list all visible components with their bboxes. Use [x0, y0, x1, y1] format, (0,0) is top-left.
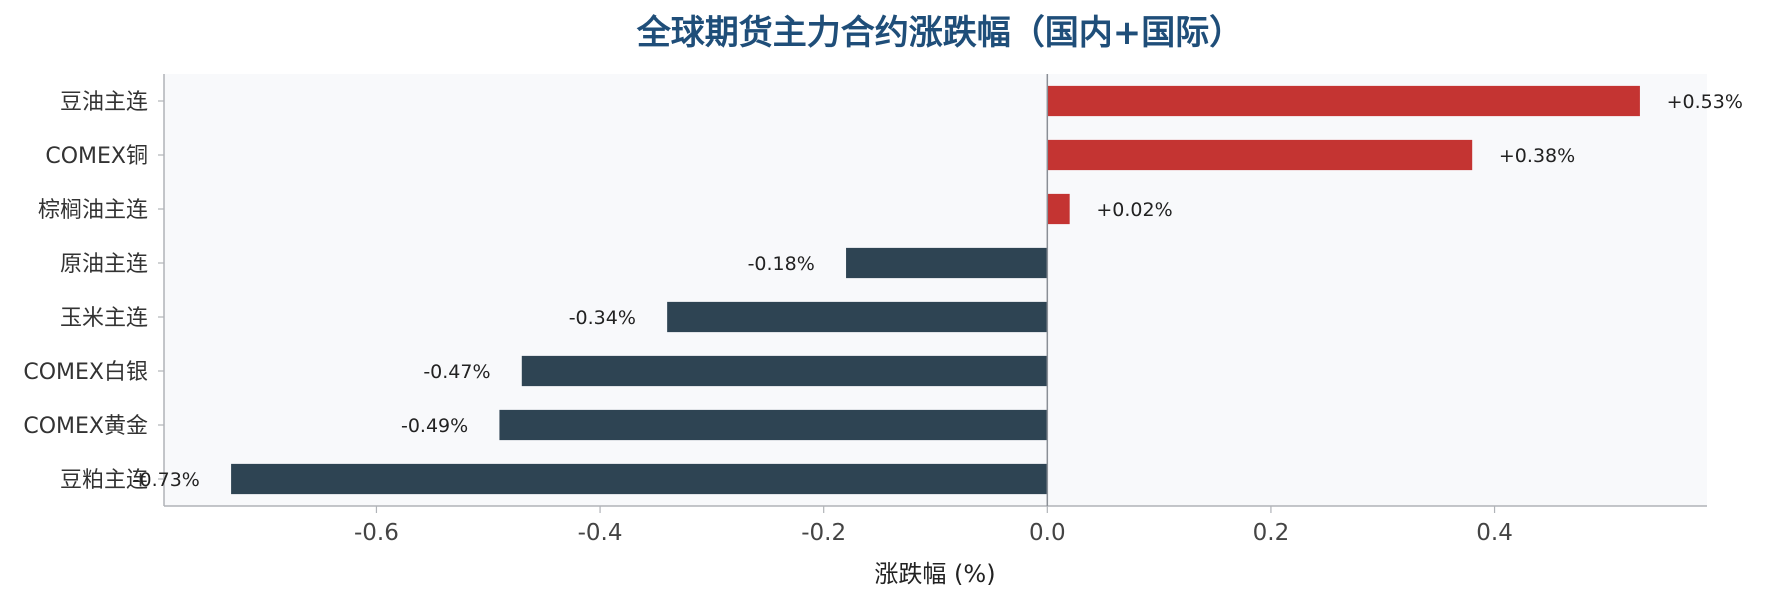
- x-tick-label: -0.6: [354, 520, 399, 546]
- data-label: -0.18%: [748, 253, 815, 275]
- data-label: -0.34%: [569, 307, 636, 329]
- x-tick-label: -0.2: [801, 520, 846, 546]
- bar: [667, 301, 1048, 333]
- data-label: -0.49%: [401, 415, 468, 437]
- category-label: 玉米主连: [60, 306, 148, 331]
- plot-area: [164, 74, 1707, 506]
- category-label: COMEX黄金: [23, 414, 148, 439]
- data-label: -0.47%: [423, 361, 490, 383]
- bar: [846, 247, 1048, 279]
- x-tick-label: -0.4: [578, 520, 623, 546]
- bar: [499, 409, 1048, 441]
- category-label: 原油主连: [60, 252, 148, 277]
- bar: [1047, 139, 1473, 171]
- data-label: +0.02%: [1096, 199, 1172, 221]
- x-tick-label: 0.0: [1029, 520, 1066, 546]
- chart-title: 全球期货主力合约涨跌幅（国内+国际）: [636, 13, 1244, 53]
- x-tick-label: 0.4: [1476, 520, 1513, 546]
- chart-marks: 豆油主连 +0.53% COMEX铜 +0.38% 棕榈油主连 +0.02% 原油主连 -0.…: [23, 74, 1743, 546]
- data-label: -0.73%: [133, 469, 200, 491]
- category-label: COMEX白银: [23, 360, 148, 385]
- x-tick-label: 0.2: [1253, 520, 1290, 546]
- category-label: 豆油主连: [60, 90, 148, 115]
- data-label: +0.53%: [1667, 91, 1743, 113]
- category-label: COMEX铜: [45, 144, 148, 169]
- bar: [231, 463, 1048, 495]
- bar: [1047, 193, 1070, 225]
- bar: [1047, 85, 1640, 117]
- bar: [521, 355, 1048, 387]
- category-label: 棕榈油主连: [38, 198, 148, 223]
- category-label: 豆粕主连: [60, 468, 148, 493]
- x-axis-title: 涨跌幅 (%): [874, 560, 995, 588]
- data-label: +0.38%: [1499, 145, 1575, 167]
